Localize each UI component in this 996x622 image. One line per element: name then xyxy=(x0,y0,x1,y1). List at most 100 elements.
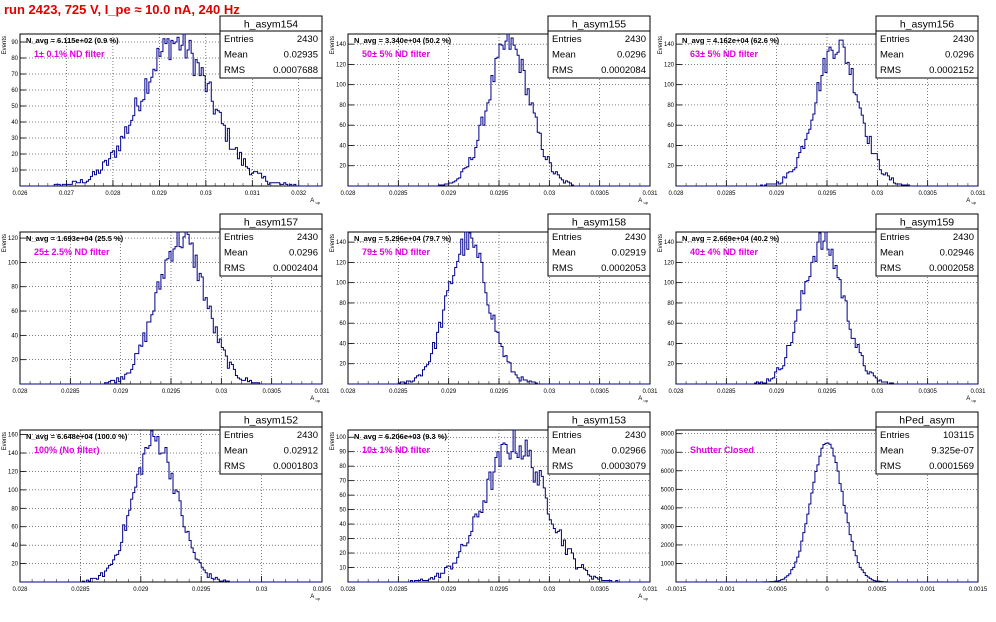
navg-label: N_avg = 1.693e+04 (25.5 %) xyxy=(26,234,124,243)
y-tick-label: 140 xyxy=(664,240,675,246)
y-tick-label: 40 xyxy=(339,143,346,149)
panel-h_asym155: 0.028 0.0285 0.029 0.0295 0.03 0.0305 0.031 20 4… xyxy=(330,15,658,205)
y-tick-label: 20 xyxy=(667,164,674,170)
y-tick-label: 100 xyxy=(664,83,675,89)
y-tick-label: 120 xyxy=(664,62,675,68)
histogram-line xyxy=(348,231,650,385)
panel-h_asym154: 0.026 0.027 0.028 0.029 0.03 0.031 0.032 10 20 30… xyxy=(2,15,323,205)
histogram-line xyxy=(676,442,978,583)
y-tick-label: 20 xyxy=(339,551,346,557)
panel-h_asym157: 0.028 0.0285 0.029 0.0295 0.03 0.0305 0.031 20 4… xyxy=(2,213,330,403)
y-axis-label: Events xyxy=(658,36,664,54)
panel-h_asym156: 0.028 0.0285 0.029 0.0295 0.03 0.0305 0.031 20 4… xyxy=(658,15,986,205)
stats-value: 0.0003079 xyxy=(601,461,646,472)
x-axis-label: A up xyxy=(638,396,649,403)
stats-value: 2430 xyxy=(297,430,318,441)
x-axis-label-subscript: up xyxy=(644,200,649,205)
x-axis-label-subscript: up xyxy=(644,398,649,403)
x-tick-label: 0.0285 xyxy=(389,587,408,593)
y-tick-label: 20 xyxy=(11,562,18,568)
x-tick-label: 0.028 xyxy=(12,587,28,593)
filter-annotation: 63± 5% ND filter xyxy=(690,49,758,59)
histogram-line xyxy=(676,39,978,187)
y-tick-label: 1000 xyxy=(661,561,675,567)
histogram-name: h_asym156 xyxy=(900,19,954,31)
x-axis-label-subscript: up xyxy=(972,200,977,205)
stats-label: RMS xyxy=(552,65,573,76)
y-tick-label: 80 xyxy=(11,506,18,512)
plot-frame xyxy=(19,429,323,583)
y-tick-label: 2000 xyxy=(661,543,675,549)
filter-annotation: 1± 0.1% ND filter xyxy=(34,49,105,59)
x-tick-label: 0.028 xyxy=(668,389,684,395)
filter-annotation: 79± 5% ND filter xyxy=(362,247,430,257)
y-tick-label: 40 xyxy=(11,120,18,126)
stats-box xyxy=(875,213,979,277)
stats-label: Mean xyxy=(880,248,904,259)
x-tick-label: 0.0295 xyxy=(490,389,509,395)
y-tick-label: 60 xyxy=(11,525,18,531)
y-tick-label: 50 xyxy=(11,104,18,110)
x-tick-label: 0.031 xyxy=(642,587,658,593)
x-axis-label: A up xyxy=(966,396,977,403)
stats-label: Mean xyxy=(880,446,904,457)
stats-label: Mean xyxy=(552,248,576,259)
y-tick-label: 90 xyxy=(339,450,346,456)
stats-value: 0.02935 xyxy=(284,50,318,61)
y-tick-label: 120 xyxy=(8,236,19,242)
y-axis-label: Events xyxy=(330,234,336,252)
y-tick-label: 120 xyxy=(8,469,19,475)
y-tick-label: 10 xyxy=(339,566,346,572)
x-tick-label: 0.0285 xyxy=(61,389,80,395)
x-tick-label: 0.029 xyxy=(152,191,168,197)
stats-label: RMS xyxy=(552,461,573,472)
y-tick-label: 80 xyxy=(339,301,346,307)
stats-value: 0.02966 xyxy=(612,446,646,457)
histogram-line xyxy=(20,430,322,583)
y-tick-label: 80 xyxy=(667,103,674,109)
stats-value: 2430 xyxy=(625,34,646,45)
x-tick-label: 0.028 xyxy=(12,389,28,395)
y-tick-label: 140 xyxy=(664,42,675,48)
x-tick-label: 0.031 xyxy=(314,389,330,395)
stats-label: Entries xyxy=(880,232,910,243)
stats-value: 0.0296 xyxy=(289,248,318,259)
y-tick-label: 60 xyxy=(667,123,674,129)
x-axis-label: A up xyxy=(310,396,321,403)
y-tick-label: 90 xyxy=(11,40,18,46)
stats-value: 0.0002084 xyxy=(601,65,646,76)
x-tick-label: 0.001 xyxy=(920,587,936,593)
y-axis-label: Events xyxy=(658,234,664,252)
x-tick-label: 0.026 xyxy=(12,191,28,197)
y-tick-label: 7000 xyxy=(661,450,675,456)
y-tick-label: 100 xyxy=(336,83,347,89)
x-tick-label: 0.03 xyxy=(543,587,555,593)
y-tick-label: 100 xyxy=(336,281,347,287)
histogram-line xyxy=(348,33,650,187)
x-tick-label: 0.03 xyxy=(871,389,883,395)
y-tick-label: 40 xyxy=(667,341,674,347)
histogram-line xyxy=(348,429,650,583)
stats-box xyxy=(547,15,651,79)
x-tick-label: 0.029 xyxy=(769,191,785,197)
y-tick-label: 120 xyxy=(664,260,675,266)
x-tick-label: 0.0295 xyxy=(192,587,211,593)
stats-value: 0.0296 xyxy=(945,50,974,61)
filter-annotation: 10± 1% ND filter xyxy=(362,445,430,455)
x-axis-label: A up xyxy=(638,594,649,601)
y-tick-label: 40 xyxy=(339,341,346,347)
x-tick-label: 0.031 xyxy=(642,389,658,395)
stats-value: 2430 xyxy=(625,232,646,243)
y-tick-label: 140 xyxy=(336,42,347,48)
stats-value: 2430 xyxy=(297,34,318,45)
y-tick-label: 20 xyxy=(11,152,18,158)
plot-frame xyxy=(19,33,323,187)
y-tick-label: 60 xyxy=(339,493,346,499)
panel-h_asym152: 0.028 0.0285 0.029 0.0295 0.03 0.0305 20 40 60 80… xyxy=(2,411,332,601)
y-tick-label: 3000 xyxy=(661,524,675,530)
histogram-line xyxy=(20,231,322,385)
stats-label: Entries xyxy=(224,34,254,45)
y-tick-label: 30 xyxy=(339,537,346,543)
stats-value: 2430 xyxy=(953,34,974,45)
